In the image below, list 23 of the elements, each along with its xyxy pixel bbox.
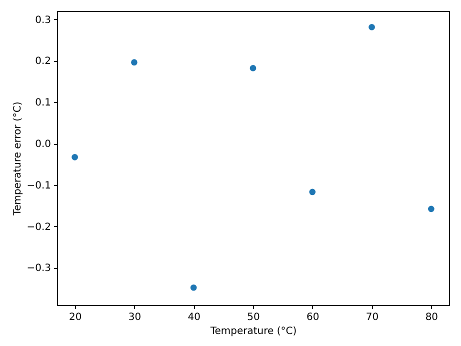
point [368, 24, 375, 30]
x-tick-label: 70 [366, 312, 379, 323]
point [72, 154, 78, 160]
x-tick-label: 50 [247, 312, 260, 323]
y-axis-title: Temperature error (°C) [12, 102, 24, 216]
x-tick-label: 30 [128, 312, 142, 323]
point [309, 188, 316, 196]
y-tick-label: 0.1 [35, 98, 51, 109]
y-tick-label: −0.3 [26, 263, 51, 274]
y-tick-label: 0.0 [35, 139, 51, 150]
y-tick-label: 0.3 [35, 14, 51, 26]
point [190, 284, 197, 291]
x-tick-label: 60 [306, 312, 320, 323]
point [250, 64, 256, 72]
point [131, 59, 138, 66]
x-tick-label: 80 [425, 312, 438, 323]
point [428, 206, 434, 212]
x-axis-title: Temperature (°C) [209, 326, 297, 337]
x-tick-label: 40 [188, 312, 200, 323]
x-tick-label: 20 [68, 312, 82, 323]
y-tick-label: −0.1 [26, 180, 51, 192]
y-tick-label: −0.2 [26, 222, 51, 233]
y-tick-label: 0.2 [35, 56, 51, 68]
